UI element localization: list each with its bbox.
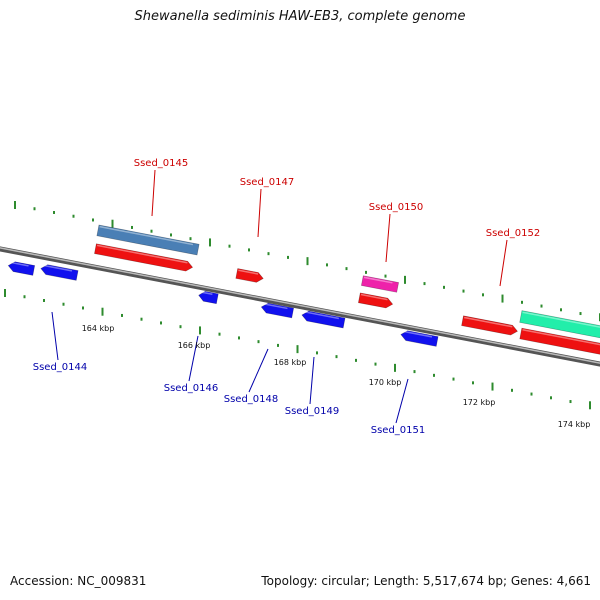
gene-ssed-0152: [461, 315, 518, 336]
genome-summary-text: Topology: circular; Length: 5,517,674 bp…: [261, 574, 591, 588]
gene-ssed-0145-shine: [96, 244, 188, 264]
gene-teal-outer: [519, 310, 600, 340]
gene-ssed-0150-outer: [361, 275, 399, 293]
gene-ssed-0152-shine: [464, 316, 513, 328]
gene-red-right: [519, 327, 600, 356]
leader-line: [385, 213, 391, 263]
gene-teal-outer-shape: [519, 310, 600, 340]
accession-text: Accession: NC_009831: [10, 574, 147, 588]
leader-line: [257, 188, 262, 238]
gene-ssed-0150: [358, 292, 394, 309]
leader-line: [248, 348, 269, 393]
leader-line: [51, 311, 59, 361]
gene-ssed-0149: [301, 310, 346, 329]
gene-ssed-0147-shine: [238, 269, 259, 275]
gene-blue-left-shape: [7, 261, 36, 276]
gene-ssed-0145-outer-shine: [99, 225, 194, 246]
leader-line: [395, 378, 409, 424]
gene-red-right-shape: [519, 327, 600, 356]
gene-ssed-0145-shape: [94, 243, 194, 272]
gene-ssed-0150-shape: [358, 292, 394, 309]
gene-red-right-shine: [522, 329, 600, 347]
gene-label-reverse: Ssed_0148: [224, 394, 279, 405]
scale-label: 170 kbp: [369, 378, 402, 387]
gene-ssed-0146-shine: [200, 291, 213, 296]
gene-label-forward: Ssed_0152: [486, 228, 541, 239]
gene-ssed-0147: [235, 268, 264, 283]
gene-ssed-0151-shape: [400, 330, 439, 347]
gene-ssed-0146: [198, 291, 219, 305]
gene-ssed-0148-shape: [260, 302, 295, 319]
backbone-line: [0, 246, 600, 367]
gene-ssed-0150-shine: [360, 293, 388, 301]
genome-backbone: [0, 246, 600, 367]
gene-ssed-0148: [260, 302, 295, 319]
scale-label: 172 kbp: [463, 398, 496, 407]
gene-label-forward: Ssed_0145: [134, 158, 189, 169]
scale-label: 174 kbp: [558, 420, 591, 429]
gene-ssed-0150-outer-shine: [363, 276, 393, 284]
leader-line: [151, 169, 156, 217]
leader-line: [499, 239, 508, 287]
leader-line: [309, 356, 315, 405]
gene-blue-left: [7, 261, 36, 276]
gene-ssed-0151-shine: [402, 330, 433, 338]
gene-ssed-0147-shape: [235, 268, 264, 283]
scale-label: 168 kbp: [274, 358, 307, 367]
figure-title: Shewanella sediminis HAW-EB3, complete g…: [134, 9, 466, 24]
gene-features: [7, 224, 600, 356]
backbone-highlight: [0, 247, 600, 364]
gene-ssed-0149-shine: [303, 310, 340, 320]
leader-line: [188, 335, 199, 382]
gene-ssed-0144-shape: [40, 264, 79, 281]
gene-label-forward: Ssed_0150: [369, 202, 424, 213]
gene-label-reverse: Ssed_0151: [371, 425, 426, 436]
gene-label-reverse: Ssed_0149: [285, 406, 340, 417]
gene-ssed-0152-shape: [461, 315, 518, 336]
gene-ssed-0148-shine: [262, 302, 288, 310]
gene-blue-left-shine: [9, 261, 29, 267]
gene-label-reverse: Ssed_0146: [164, 383, 219, 394]
gene-label-forward: Ssed_0147: [240, 177, 295, 188]
scale-label: 166 kbp: [178, 341, 211, 350]
gene-ssed-0151: [400, 330, 439, 347]
gene-label-reverse: Ssed_0144: [33, 362, 88, 373]
gene-ssed-0145: [94, 243, 194, 272]
label-leader-lines: [51, 169, 508, 424]
scale-labels: 164 kbp 166 kbp 168 kbp 170 kbp 172 kbp 174 k…: [82, 324, 591, 429]
gene-teal-outer-shine: [522, 311, 600, 329]
inner-tick-track: [4, 289, 591, 410]
gene-ssed-0145-outer-shape: [96, 224, 200, 256]
gene-ssed-0144-shine: [42, 264, 73, 272]
gene-ssed-0150-outer-shape: [361, 275, 399, 293]
gene-ssed-0145-outer: [96, 224, 200, 256]
gene-ssed-0149-shape: [301, 310, 346, 329]
gene-ssed-0146-shape: [198, 291, 219, 305]
outer-tick-track: [14, 201, 600, 322]
gene-labels: Ssed_0145 Ssed_0147 Ssed_0150 Ssed_0152 Ssed…: [33, 158, 541, 436]
gene-ssed-0144: [40, 264, 79, 281]
scale-label: 164 kbp: [82, 324, 115, 333]
